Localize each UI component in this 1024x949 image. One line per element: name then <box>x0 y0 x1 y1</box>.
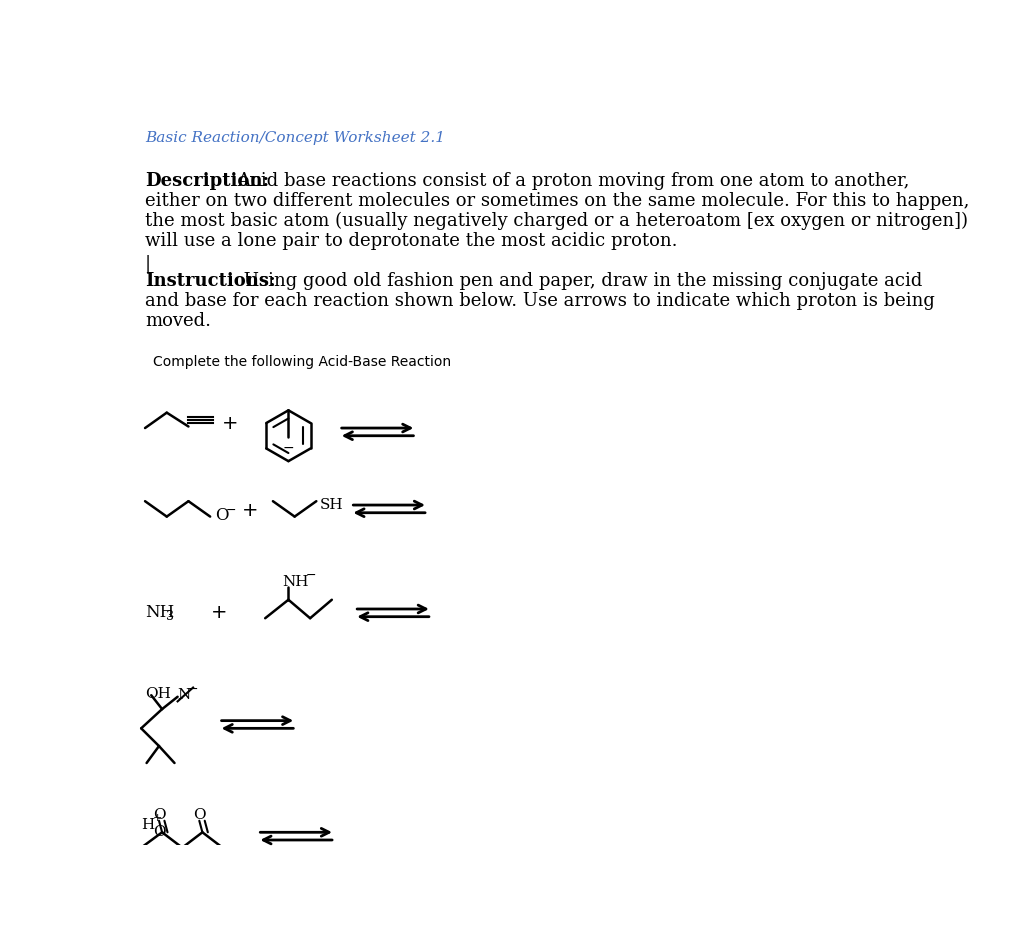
Text: NH: NH <box>283 575 308 589</box>
Text: SH: SH <box>319 498 343 512</box>
Text: Using good old fashion pen and paper, draw in the missing conjugate acid: Using good old fashion pen and paper, dr… <box>238 271 923 289</box>
Text: −: − <box>283 441 294 455</box>
Text: and base for each reaction shown below. Use arrows to indicate which proton is b: and base for each reaction shown below. … <box>145 291 935 309</box>
Text: O: O <box>215 507 228 524</box>
Text: Complete the following Acid-Base Reaction: Complete the following Acid-Base Reactio… <box>153 355 451 369</box>
Text: moved.: moved. <box>145 312 211 329</box>
Text: Instructions:: Instructions: <box>145 271 275 289</box>
Text: N: N <box>177 688 190 702</box>
Text: +: + <box>242 501 258 520</box>
Text: Acid base reactions consist of a proton moving from one atom to another,: Acid base reactions consist of a proton … <box>231 172 909 190</box>
Text: |: | <box>145 254 152 274</box>
Text: will use a lone pair to deprotonate the most acidic proton.: will use a lone pair to deprotonate the … <box>145 232 678 250</box>
Text: Basic Reaction/Concept Worksheet 2.1: Basic Reaction/Concept Worksheet 2.1 <box>145 131 445 145</box>
Text: OH: OH <box>145 687 171 700</box>
Text: +: + <box>153 813 162 824</box>
Text: Description:: Description: <box>145 172 269 190</box>
Text: O: O <box>193 808 206 822</box>
Text: +: + <box>222 414 239 433</box>
Text: −: − <box>187 682 199 696</box>
Text: the most basic atom (usually negatively charged or a heteroatom [ex oxygen or ni: the most basic atom (usually negatively … <box>145 212 968 230</box>
Text: −: − <box>225 504 237 517</box>
Text: H: H <box>141 818 155 831</box>
Text: −: − <box>305 569 316 583</box>
Text: +: + <box>210 604 227 623</box>
Text: either on two different molecules or sometimes on the same molecule. For this to: either on two different molecules or som… <box>145 192 970 210</box>
Text: O: O <box>153 826 166 839</box>
Text: O: O <box>153 808 165 822</box>
Text: 3: 3 <box>166 610 174 623</box>
Text: NH: NH <box>145 605 174 622</box>
